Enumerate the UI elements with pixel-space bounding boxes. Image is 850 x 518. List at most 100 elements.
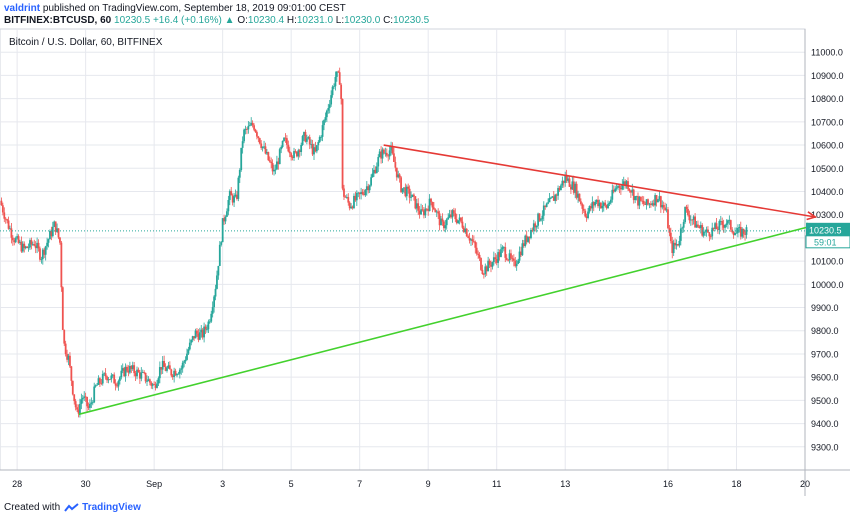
candle-body [116,385,118,387]
candle-body [427,208,430,212]
candle-body [270,161,273,164]
candle-body [448,214,451,218]
candle-body [395,167,398,178]
candle-body [343,188,345,197]
candle-body [367,186,370,191]
candle-body [452,210,455,214]
candle-body [3,212,6,219]
candle-body [117,380,120,387]
candle-body [133,365,136,374]
candle-body [140,372,143,379]
candle-body [471,239,474,241]
candle-body [107,379,110,381]
candle-body [657,199,659,203]
y-tick-label: 10500.0 [811,164,844,174]
candle-body [167,365,170,369]
y-tick-label: 11000.0 [811,48,843,58]
candle-body [290,153,293,158]
candle-body [99,378,101,384]
candle-body [354,195,357,201]
candle-body [554,194,557,201]
candle-body [597,199,599,207]
candle-body [353,195,355,209]
candle-body [80,399,83,404]
candle-body [183,361,186,363]
candle-body [411,194,414,197]
candle-body [0,200,3,206]
candle-body [320,136,323,138]
candle-body [281,140,284,148]
candle-body [370,177,372,186]
candle-body [609,199,612,203]
candle-body [428,198,431,212]
candle-body [21,243,24,252]
candle-body [527,236,530,242]
candle-body [594,202,597,206]
candle-body [201,329,204,338]
y-tick-label: 9900.0 [811,303,839,313]
candle-body [434,209,437,213]
y-tick-label: 10000.0 [811,280,844,290]
candle-body [210,313,213,322]
candle-body [671,241,674,254]
candle-body [251,122,254,126]
candle-body [678,240,681,246]
candle-body [20,241,23,252]
candle-body [64,343,67,355]
candle-body [361,192,364,194]
candle-body [41,249,44,260]
candle-body [123,368,126,377]
candle-body [84,396,87,398]
candle-body [661,205,664,208]
tradingview-brand-link[interactable]: TradingView [64,502,141,513]
candle-body [570,186,572,190]
candle-body [424,208,427,216]
price-chart[interactable]: 9300.0 9400.0 9500.0 9600.0 9700.0 9800.0 9900… [0,0,850,498]
candle-body [181,362,184,369]
author-link[interactable]: valdrint [4,3,41,14]
candle-body [26,246,29,248]
candle-body [421,209,424,211]
candle-body [601,205,604,209]
candle-body [330,95,333,105]
y-tick-label: 10800.0 [811,94,844,104]
candle-body [405,186,408,197]
candle-body [280,147,283,150]
candle-body [628,189,631,191]
candle-body [335,71,338,77]
candle-body [43,249,46,255]
candle-body [56,228,58,232]
candle-body [581,204,584,209]
candle-body [562,180,565,183]
candle-body [263,146,265,148]
resistance-trendline[interactable] [383,144,816,218]
candle-body [247,125,250,130]
y-tick-label: 10900.0 [811,71,844,81]
candle-body [174,370,177,376]
candle-body [347,197,350,203]
candle-body [622,181,625,185]
candle-body [177,373,180,375]
candle-body [698,226,701,229]
candle-body [497,252,500,263]
high-label: H: [286,15,297,26]
candle-body [144,372,147,382]
candle-body [520,251,522,256]
candle-body [301,136,304,145]
candle-body [417,203,420,211]
candle-body [717,229,719,230]
candle-body [714,223,716,229]
y-tick-label: 10600.0 [811,141,844,151]
candle-body [518,251,521,261]
candle-body [667,209,669,229]
support-trendline[interactable] [78,224,816,416]
x-tick-label: Sep [146,479,162,489]
candle-body [208,321,211,323]
candle-body [126,366,128,371]
candle-body [27,247,30,249]
candle-body [430,198,432,202]
candle-body [97,378,100,385]
candle-body [534,223,537,228]
candle-body [53,221,56,227]
candle-body [677,243,679,246]
